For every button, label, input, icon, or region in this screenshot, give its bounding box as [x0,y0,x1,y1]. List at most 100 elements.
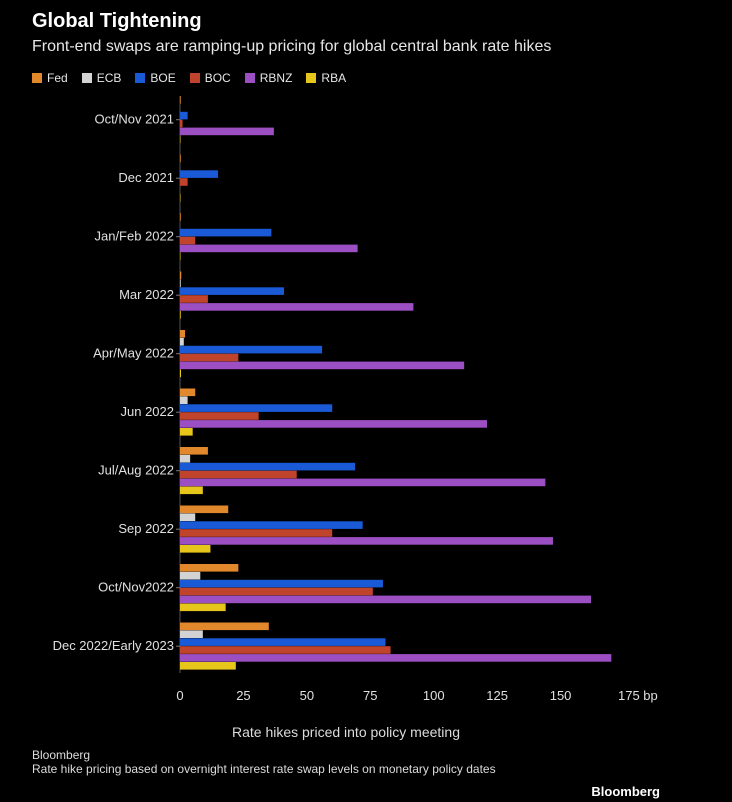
bar-boc [180,236,196,245]
bar-rba [180,369,182,378]
legend-label: RBNZ [259,71,293,85]
bar-rba [180,545,211,553]
bar-rba [180,252,181,261]
x-tick-label: 175 bp [618,688,658,703]
bar-ecb [180,337,184,346]
x-tick-label: 25 [236,688,250,703]
bar-ecb [180,279,181,287]
legend-label: BOE [150,71,176,85]
category-label: Mar 2022 [119,287,174,302]
bar-rbnz [180,127,274,136]
bar-fed [180,447,208,455]
bar-fed [180,622,269,631]
x-tick-label: 150 [550,688,572,703]
category-label: Oct/Nov 2021 [95,112,175,127]
bar-rba [180,135,181,144]
legend-item-boc: BOC [189,71,231,85]
legend-swatch [32,73,42,83]
legend: Fed ECB BOE BOC RBNZ RBA [32,71,346,85]
bar-boe [180,462,356,471]
bar-boc [180,646,391,654]
x-tick-label: 0 [176,688,183,703]
x-tick-label: 100 [423,688,445,703]
category-label: Jul/Aug 2022 [98,463,174,478]
source-note: Bloomberg Rate hike pricing based on ove… [32,748,572,776]
legend-label: RBA [321,71,347,85]
legend-swatch [244,73,255,83]
category-label: Jun 2022 [121,404,175,419]
x-tick-label: 75 [363,688,377,703]
legend-swatch [135,73,146,83]
bar-fed [180,213,181,221]
bar-boe [180,170,219,178]
bar-ecb [180,513,196,521]
category-label: Jan/Feb 2022 [94,229,174,244]
bloomberg-logo: Bloomberg [591,784,660,799]
bar-boe [180,228,272,237]
bar-fed [180,564,239,572]
legend-label: Fed [47,71,68,85]
bar-boe [180,287,285,295]
bar-boc [180,470,297,479]
category-label: Dec 2021 [118,170,174,185]
bar-rbnz [180,478,546,487]
bar-boe [180,521,363,529]
bar-ecb [180,630,203,638]
bar-boc [180,178,188,186]
bar-chart: Oct/Nov 2021 Dec 2021 Jan/Feb 2022 Mar 2022… [53,96,658,703]
bar-boe [180,345,323,354]
bar-fed [180,154,181,163]
chart-title: Global Tightening [32,10,202,32]
legend-label: BOC [204,71,231,85]
bar-rbnz [180,303,414,311]
bar-fed [180,271,182,280]
bar-ecb [180,454,191,463]
legend-swatch [189,73,200,83]
bar-rba [180,662,236,670]
category-label: Apr/May 2022 [93,346,174,361]
x-tick-label: 125 [486,688,508,703]
bar-boc [180,353,239,362]
category-label: Oct/Nov2022 [98,580,174,595]
bar-rbnz [180,537,553,545]
bar-rbnz [180,361,465,370]
bar-rbnz [180,654,612,662]
bar-rbnz [180,420,487,428]
bar-rba [180,428,193,436]
legend-item-rbnz: RBNZ [244,71,293,85]
legend-item-ecb: ECB [81,71,122,85]
source-name: Bloomberg [32,748,91,762]
bar-rba [180,311,181,319]
bar-fed [180,96,181,104]
bar-rba [180,194,181,202]
bar-fed [180,330,186,338]
bar-rbnz [180,595,592,604]
source-description: Rate hike pricing based on overnight int… [32,762,496,776]
legend-item-rba: RBA [306,71,346,85]
bar-boc [180,295,208,303]
bar-rba [180,486,203,495]
bar-boc [180,587,373,596]
bar-boe [180,111,188,120]
bar-boe [180,404,333,412]
legend-item-boe: BOE [135,71,176,85]
bar-boc [180,529,333,537]
x-tick-label: 50 [300,688,314,703]
category-label: Sep 2022 [118,521,174,536]
legend-swatch [81,73,92,83]
bar-boc [180,119,183,128]
bar-boe [180,638,386,646]
bar-ecb [180,571,201,580]
legend-item-fed: Fed [32,71,68,85]
bar-fed [180,505,229,514]
x-axis-label: Rate hikes priced into policy meeting [231,724,460,740]
bar-rbnz [180,244,358,253]
bar-boc [180,412,259,420]
bar-boe [180,579,383,588]
category-label: Dec 2022/Early 2023 [53,638,174,653]
legend-label: ECB [96,71,122,85]
bar-fed [180,388,196,397]
bar-rba [180,603,226,612]
legend-swatch [306,73,317,83]
bar-ecb [180,396,188,404]
